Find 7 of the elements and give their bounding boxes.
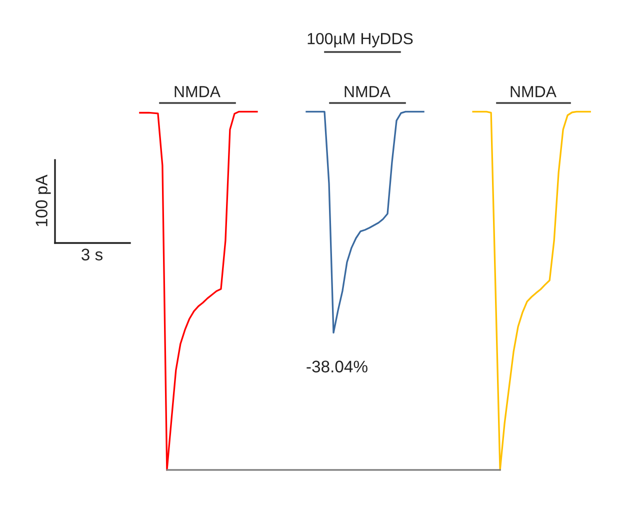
text: NMDA (174, 86, 220, 98)
text: 100µM HyDDS (308, 32, 413, 48)
text: 100 pA (36, 174, 51, 226)
annotation: -38.04% (306, 360, 368, 372)
text: 3 s (82, 248, 103, 260)
text: NMDA (344, 86, 390, 98)
text: NMDA (510, 86, 556, 98)
